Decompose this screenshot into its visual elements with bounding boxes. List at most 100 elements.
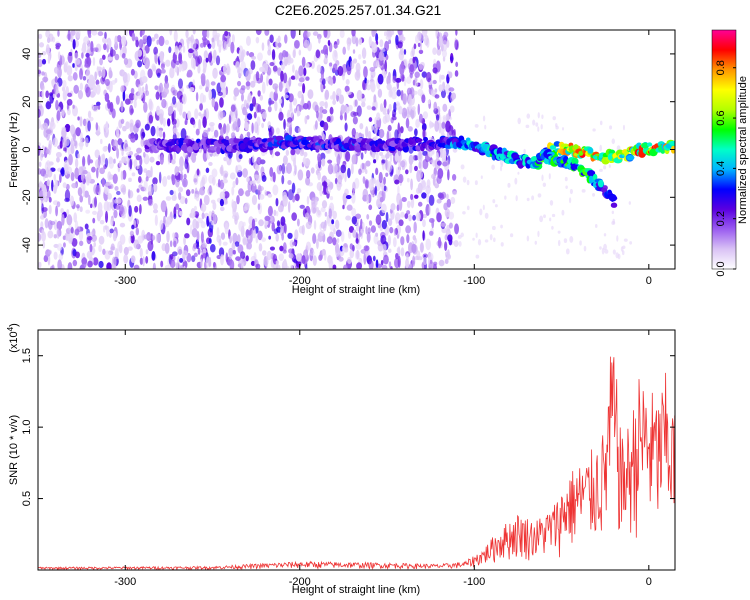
noise-speck (107, 56, 114, 61)
noise-speck (417, 182, 423, 194)
noise-speck (173, 213, 177, 220)
noise-speck (87, 110, 92, 119)
noise-speck (242, 168, 248, 178)
noise-speck (102, 248, 106, 255)
noise-speck (48, 33, 54, 42)
noise-speck (387, 234, 391, 246)
noise-speck (66, 108, 71, 116)
noise-speck (329, 106, 334, 115)
noise-speck (79, 139, 84, 151)
noise-speck (212, 261, 216, 268)
noise-speck (43, 197, 47, 203)
noise-speck (329, 77, 334, 86)
noise-speck (196, 168, 200, 176)
noise-speck (413, 43, 417, 50)
noise-speck (72, 72, 78, 81)
noise-speck (413, 221, 417, 234)
noise-speck (447, 169, 450, 181)
noise-speck (437, 236, 442, 249)
noise-speck (569, 188, 573, 195)
signal-blob (573, 144, 579, 150)
noise-speck (460, 232, 464, 238)
noise-speck (184, 120, 188, 126)
noise-speck (237, 244, 244, 254)
noise-speck (523, 148, 526, 154)
noise-speck (135, 155, 141, 161)
noise-speck (152, 209, 159, 214)
noise-speck (245, 190, 251, 197)
signal-blob (549, 145, 557, 150)
noise-speck (248, 94, 252, 100)
noise-speck (144, 57, 150, 70)
noise-speck (243, 99, 248, 107)
noise-speck (622, 245, 626, 249)
x-tick-label: -300 (114, 275, 136, 287)
noise-speck (380, 259, 384, 266)
noise-speck (466, 179, 470, 186)
noise-speck (145, 83, 148, 93)
snr-y-axis-title: SNR (10 * v/v) (8, 415, 20, 485)
noise-speck (310, 167, 315, 174)
noise-speck (327, 163, 334, 175)
noise-speck (261, 42, 265, 51)
noise-speck (622, 124, 625, 131)
noise-speck (448, 211, 455, 220)
noise-speck (130, 68, 135, 76)
noise-speck (104, 78, 110, 87)
noise-speck (202, 30, 208, 38)
noise-speck (320, 221, 326, 229)
noise-speck (526, 113, 531, 119)
x-tick-label: -300 (114, 576, 136, 588)
noise-speck (88, 34, 92, 39)
noise-speck (340, 164, 347, 174)
noise-speck (61, 126, 67, 131)
signal-blob (423, 136, 429, 142)
noise-speck (441, 49, 448, 58)
noise-speck (319, 229, 325, 237)
noise-speck (94, 71, 98, 81)
noise-speck (159, 51, 164, 63)
noise-speck (268, 235, 272, 240)
noise-speck (39, 42, 45, 48)
noise-speck (232, 249, 236, 255)
noise-speck (281, 163, 286, 175)
noise-speck (154, 214, 158, 226)
noise-speck (186, 217, 191, 226)
noise-speck (255, 235, 259, 244)
noise-speck (159, 82, 163, 93)
noise-speck (322, 44, 329, 56)
noise-speck (281, 175, 285, 185)
noise-speck (446, 39, 450, 48)
noise-speck (90, 203, 93, 209)
noise-speck (127, 246, 133, 251)
noise-speck (250, 183, 257, 193)
noise-speck (360, 152, 364, 160)
noise-speck (261, 81, 266, 94)
noise-speck (434, 94, 440, 99)
noise-speck (542, 182, 547, 187)
noise-speck (57, 30, 60, 37)
noise-speck (203, 194, 210, 206)
noise-speck (148, 100, 154, 112)
noise-speck (79, 131, 83, 142)
noise-speck (428, 204, 431, 215)
noise-speck (275, 210, 279, 217)
noise-speck (549, 199, 554, 206)
noise-speck (143, 179, 148, 192)
noise-speck (366, 231, 371, 243)
noise-speck (422, 219, 426, 228)
noise-speck (396, 247, 400, 254)
noise-speck (291, 212, 297, 221)
noise-speck (136, 49, 143, 57)
noise-speck (230, 132, 236, 139)
noise-speck (414, 128, 418, 137)
noise-speck (365, 226, 368, 235)
noise-speck (212, 201, 217, 211)
noise-speck (399, 47, 404, 56)
noise-speck (569, 235, 574, 243)
noise-speck (413, 194, 419, 199)
noise-speck (89, 116, 94, 122)
noise-speck (305, 63, 310, 68)
noise-speck (424, 34, 429, 46)
signal-blob (517, 160, 524, 169)
